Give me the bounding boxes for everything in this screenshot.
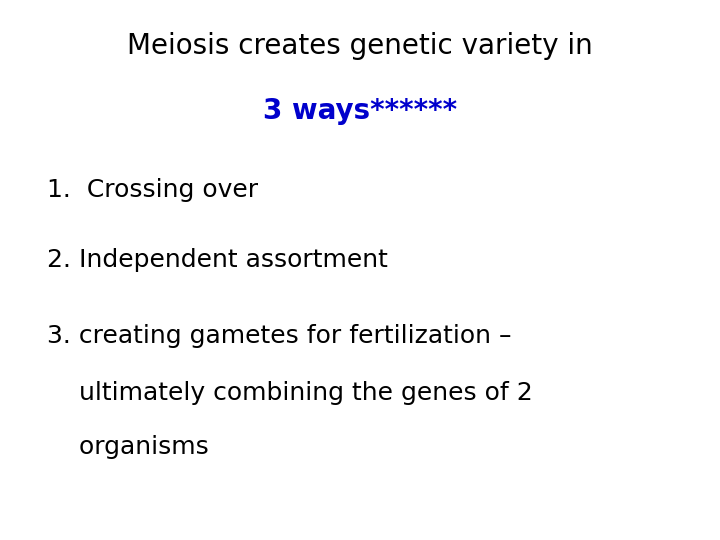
Text: 3 ways******: 3 ways****** xyxy=(263,97,457,125)
Text: 3. creating gametes for fertilization –: 3. creating gametes for fertilization – xyxy=(47,324,511,348)
Text: Meiosis creates genetic variety in: Meiosis creates genetic variety in xyxy=(127,32,593,60)
Text: 2. Independent assortment: 2. Independent assortment xyxy=(47,248,387,272)
Text: 1.  Crossing over: 1. Crossing over xyxy=(47,178,258,202)
Text: ultimately combining the genes of 2: ultimately combining the genes of 2 xyxy=(47,381,533,404)
Text: organisms: organisms xyxy=(47,435,209,458)
